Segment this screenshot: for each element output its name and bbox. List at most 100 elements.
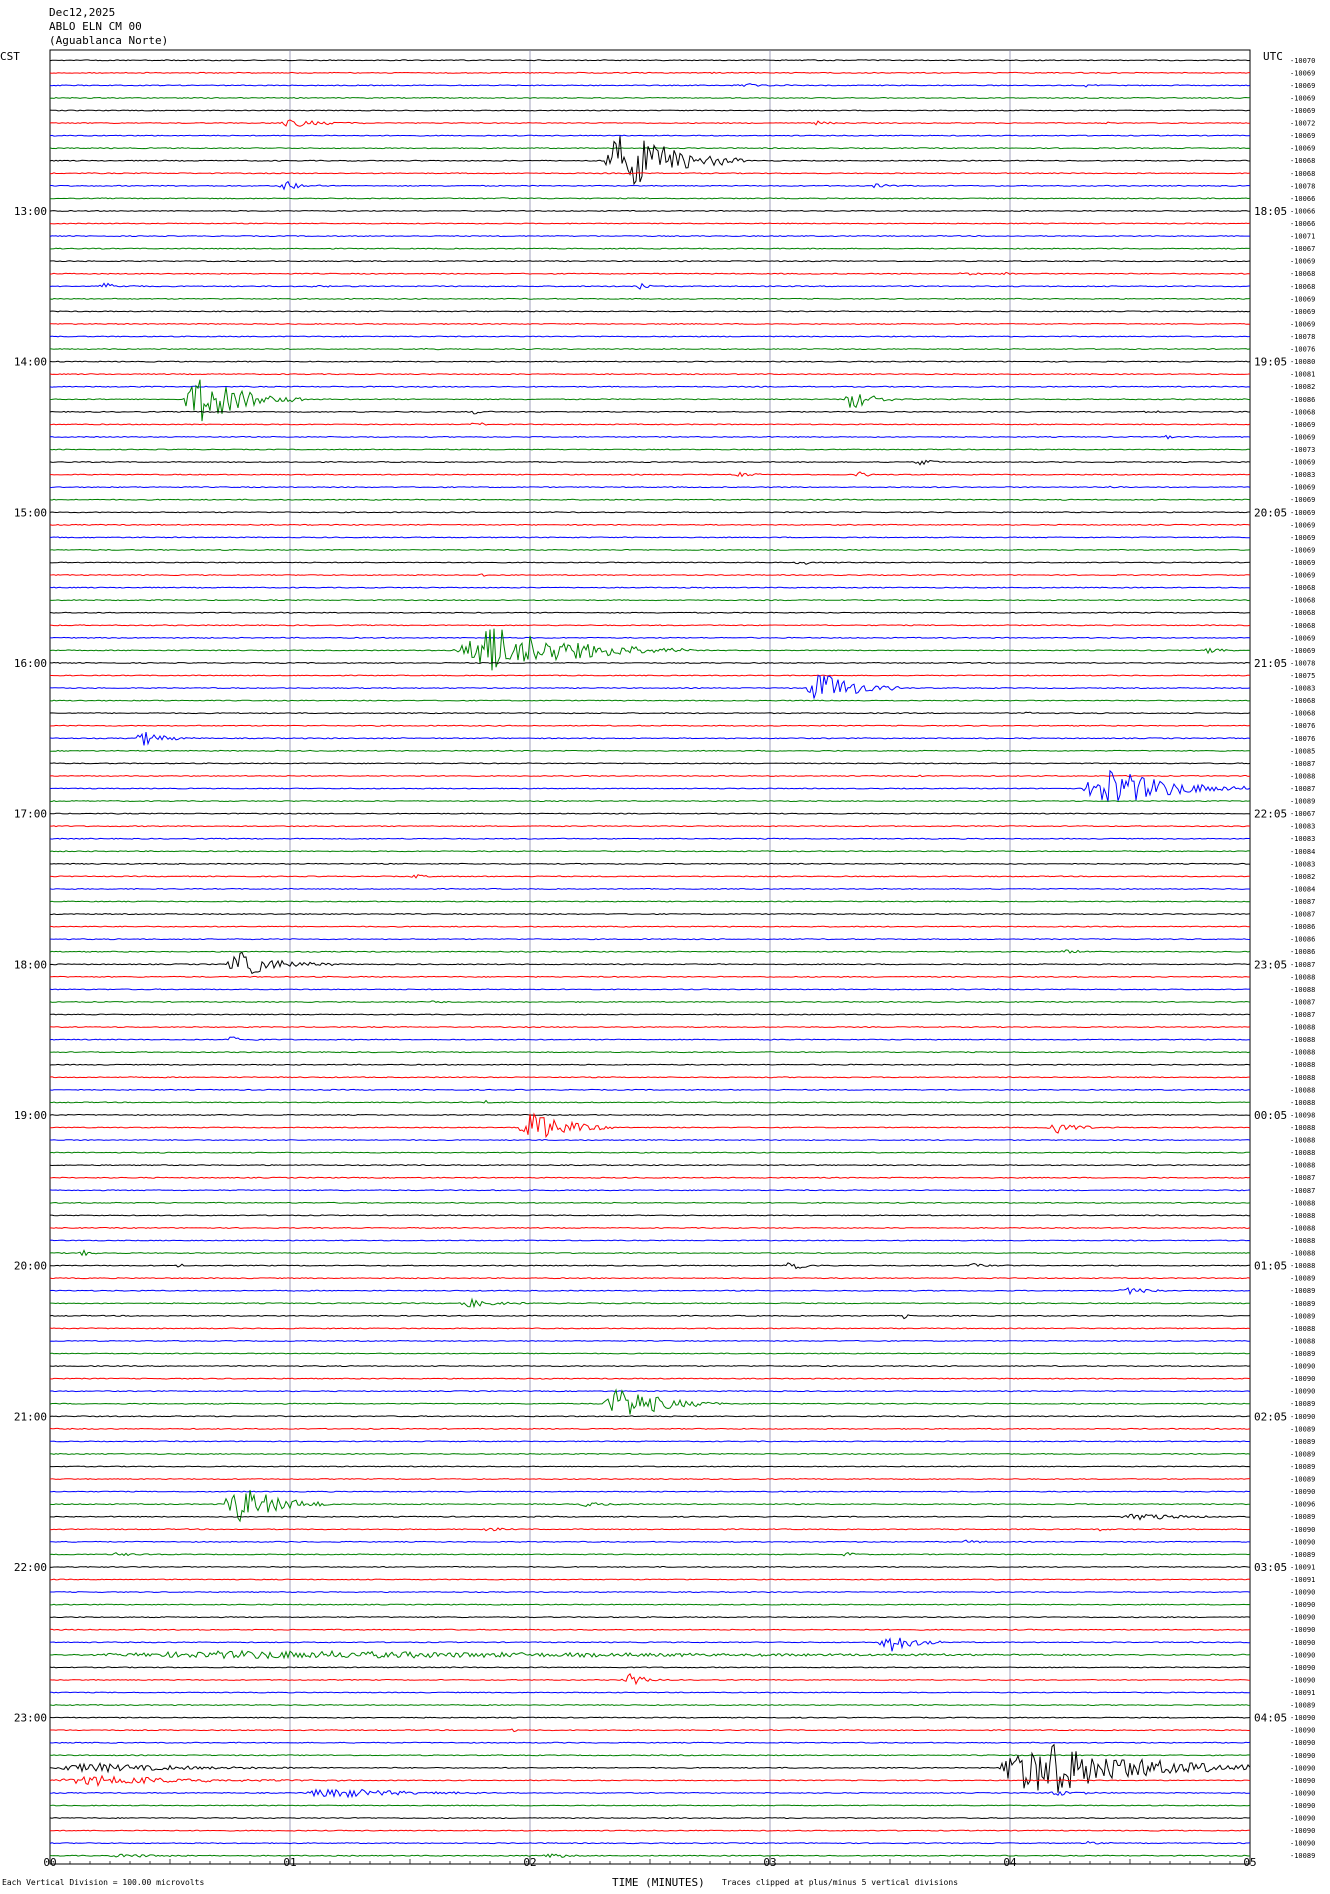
trace-line	[49, 209, 1251, 212]
row-offset-label: -10068	[1290, 597, 1315, 605]
row-offset-label: -10088	[1290, 1149, 1315, 1157]
row-offset-label: -10087	[1290, 1174, 1315, 1182]
trace-line	[50, 1728, 1251, 1733]
row-offset-label: -10069	[1290, 509, 1315, 517]
station-code: ABLO ELN CM 00	[49, 20, 142, 33]
row-offset-label: -10078	[1290, 333, 1315, 341]
row-offset-label: -10091	[1290, 1576, 1315, 1584]
clipping-note: Traces clipped at plus/minus 5 vertical …	[722, 1878, 959, 1887]
row-offset-label: -10069	[1290, 559, 1315, 567]
right-hour-label: 04:05	[1254, 1712, 1287, 1725]
row-offset-label: -10090	[1290, 1714, 1315, 1722]
trace-line	[50, 1112, 1251, 1139]
trace-line	[49, 1666, 1251, 1669]
trace-line	[49, 1000, 1251, 1004]
trace-line	[50, 322, 1251, 325]
row-offset-label: -10090	[1290, 1375, 1315, 1383]
row-offset-label: -10069	[1290, 308, 1315, 316]
row-offset-label: -10083	[1290, 685, 1315, 693]
trace-line	[49, 1552, 1251, 1557]
trace-line	[49, 222, 1251, 225]
row-offset-label: -10090	[1290, 1739, 1315, 1747]
trace-line	[49, 83, 1251, 88]
trace-line	[50, 674, 1251, 677]
trace-line	[50, 938, 1251, 941]
trace-line	[49, 1201, 1251, 1204]
row-offset-label: -10069	[1290, 459, 1315, 467]
row-offset-label: -10071	[1290, 233, 1315, 241]
trace-line	[49, 1716, 1251, 1719]
row-offset-label: -10072	[1290, 120, 1315, 128]
row-offset-label: -10089	[1290, 1852, 1315, 1860]
trace-line	[49, 379, 1251, 422]
trace-line	[49, 1490, 1250, 1493]
row-offset-label: -10083	[1290, 471, 1315, 479]
row-offset-label: -10086	[1290, 396, 1315, 404]
trace-line	[49, 1415, 1250, 1418]
trace-line	[49, 1026, 1251, 1029]
row-offset-label: -10090	[1290, 1538, 1315, 1546]
trace-line	[49, 1829, 1250, 1832]
left-hour-label: 20:00	[14, 1260, 47, 1273]
row-offset-label: -10089	[1290, 1350, 1315, 1358]
trace-line	[49, 1099, 1251, 1104]
row-offset-label: -10087	[1290, 911, 1315, 919]
trace-line	[49, 862, 1250, 865]
trace-line	[49, 800, 1251, 803]
row-offset-label: -10069	[1290, 295, 1315, 303]
row-offset-label: -10070	[1290, 57, 1315, 65]
row-offset-label: -10081	[1290, 371, 1315, 379]
right-hour-label: 21:05	[1254, 657, 1287, 670]
row-offset-label: -10068	[1290, 170, 1315, 178]
row-offset-label: -10089	[1290, 1476, 1315, 1484]
row-offset-label: -10089	[1290, 1425, 1315, 1433]
row-offset-label: -10088	[1290, 1036, 1315, 1044]
trace-line	[49, 1352, 1251, 1355]
trace-line	[49, 1452, 1251, 1455]
trace-line	[49, 271, 1251, 276]
row-offset-label: -10088	[1290, 1049, 1315, 1057]
row-offset-label: -10090	[1290, 1777, 1315, 1785]
row-offset-label: -10068	[1290, 609, 1315, 617]
row-offset-label: -10090	[1290, 1388, 1315, 1396]
row-offset-label: -10090	[1290, 1802, 1315, 1810]
trace-line	[49, 1390, 1251, 1393]
row-offset-label: -10087	[1290, 898, 1315, 906]
row-offset-label: -10069	[1290, 521, 1315, 529]
trace-line	[49, 1339, 1251, 1342]
trace-line	[49, 762, 1251, 765]
trace-line	[49, 951, 1251, 975]
trace-line	[49, 1628, 1251, 1631]
row-offset-label: -10088	[1290, 1099, 1315, 1107]
trace-line	[49, 1754, 1251, 1757]
trace-line	[49, 1226, 1251, 1229]
station-location: (Aguablanca Norte)	[49, 34, 169, 47]
right-hour-label: 00:05	[1254, 1109, 1287, 1122]
trace-line	[49, 197, 1251, 200]
trace-line	[49, 434, 1251, 440]
left-hour-label: 17:00	[14, 808, 47, 821]
trace-line	[50, 180, 1251, 191]
x-axis-title: TIME (MINUTES)	[612, 1876, 705, 1889]
trace-line	[50, 1214, 1250, 1217]
row-offset-label: -10090	[1290, 1626, 1315, 1634]
trace-line	[49, 135, 1251, 186]
trace-line	[50, 975, 1251, 978]
left-hour-label: 18:00	[14, 958, 47, 971]
row-offset-label: -10091	[1290, 1689, 1315, 1697]
row-offset-label: -10069	[1290, 534, 1315, 542]
trace-line	[49, 837, 1250, 840]
trace-line	[49, 661, 1251, 664]
row-offset-label: -10086	[1290, 936, 1315, 944]
row-offset-label: -10091	[1290, 1563, 1315, 1571]
row-offset-label: -10090	[1290, 1827, 1315, 1835]
row-offset-label: -10076	[1290, 735, 1315, 743]
trace-line	[49, 1853, 1251, 1859]
trace-line	[50, 1539, 1251, 1544]
trace-line	[49, 1704, 1251, 1707]
left-hour-label: 19:00	[14, 1109, 47, 1122]
row-offset-label: -10069	[1290, 145, 1315, 153]
x-tick-label: 05	[1243, 1856, 1256, 1869]
row-offset-label: -10089	[1290, 1300, 1315, 1308]
trace-line	[49, 1637, 1250, 1652]
